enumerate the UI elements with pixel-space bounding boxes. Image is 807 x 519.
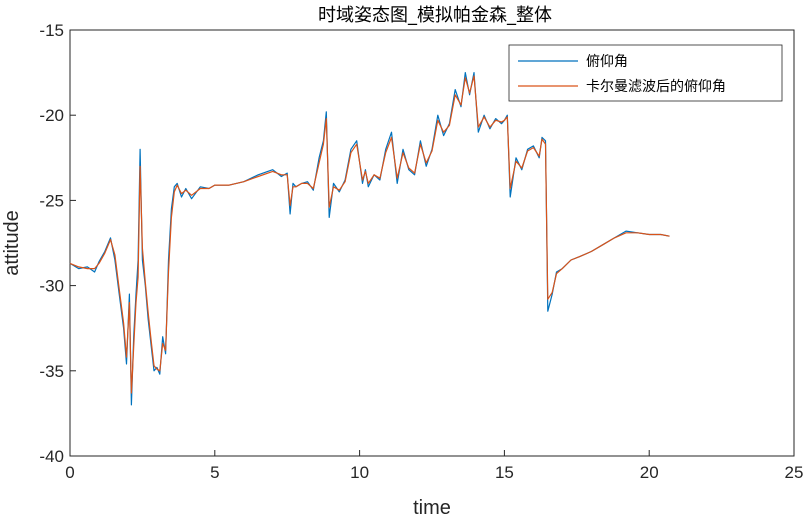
y-axis-label: attitude: [1, 210, 23, 276]
x-axis-label: time: [413, 497, 451, 519]
x-tick-label: 0: [65, 463, 74, 482]
legend-box: [508, 44, 783, 102]
y-tick-label: -20: [39, 106, 64, 125]
y-tick-label: -15: [39, 21, 64, 40]
chart-title: 时域姿态图_模拟帕金森_整体: [318, 5, 552, 26]
series-line-filtered-pitch: [69, 75, 670, 394]
x-tick-label: 25: [785, 463, 804, 482]
legend: 俯仰角 卡尔曼滤波后的俯仰角: [508, 44, 783, 102]
y-tick-label: -25: [39, 191, 64, 210]
legend-label-filtered-pitch: 卡尔曼滤波后的俯仰角: [586, 79, 726, 95]
series-layer: [69, 71, 670, 406]
y-tick-label: -35: [39, 362, 64, 381]
y-tick-label: -30: [39, 277, 64, 296]
x-tick-label: 15: [495, 463, 514, 482]
x-tick-label: 10: [350, 463, 369, 482]
y-tick-label: -40: [39, 447, 64, 466]
x-tick-label: 20: [640, 463, 659, 482]
legend-label-pitch: 俯仰角: [586, 54, 628, 70]
ticks-layer: 0 5 10 15 20 25 -15 -20 -25 -30 -35 -40: [39, 21, 803, 482]
x-tick-label: 5: [210, 463, 219, 482]
